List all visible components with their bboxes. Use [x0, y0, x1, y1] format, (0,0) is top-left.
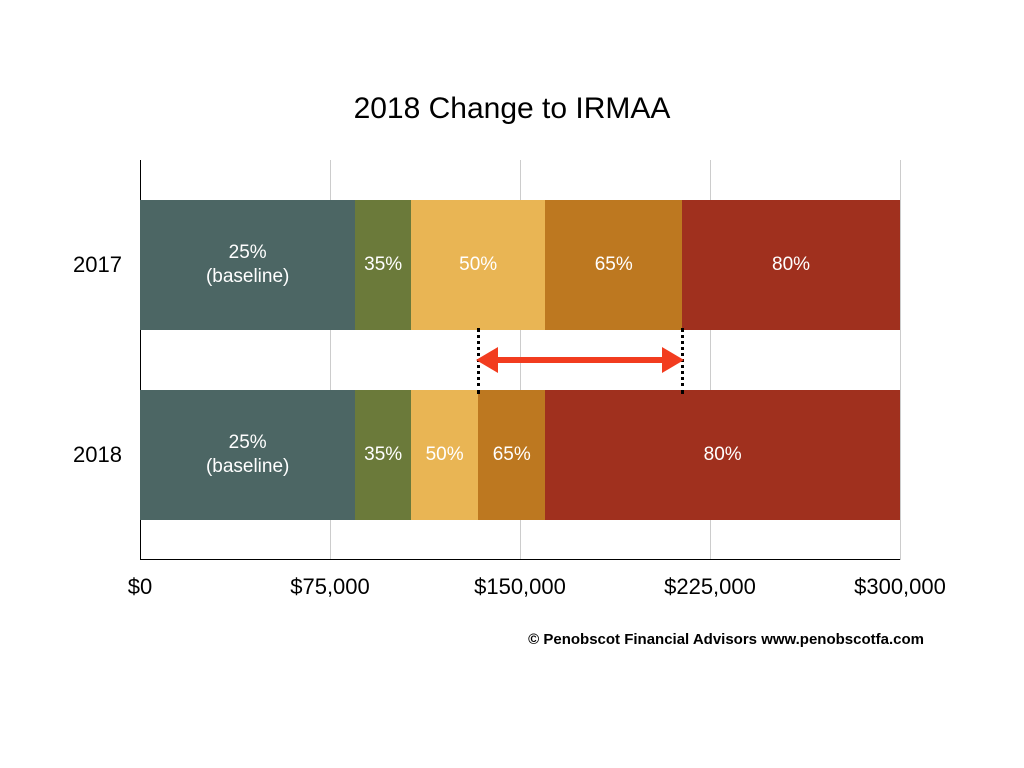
segment-label: 65%: [491, 443, 533, 467]
x-tick-label: $300,000: [854, 574, 946, 600]
y-axis-label: 2017: [73, 252, 140, 278]
bar-segment: 80%: [682, 200, 900, 330]
credit-line: © Penobscot Financial Advisors www.penob…: [528, 631, 924, 648]
segment-label: 80%: [770, 253, 812, 277]
segment-label: 25%(baseline): [204, 431, 291, 479]
bar-segment: 65%: [478, 390, 545, 520]
bar-segment: 65%: [545, 200, 682, 330]
x-tick-label: $0: [128, 574, 152, 600]
plot-area: 201725%(baseline)35%50%65%80%201825%(bas…: [140, 160, 900, 560]
x-tick-label: $225,000: [664, 574, 756, 600]
x-tick-label: $75,000: [290, 574, 370, 600]
segment-label: 50%: [424, 443, 466, 467]
bar-segment: 25%(baseline): [140, 390, 355, 520]
segment-label: 35%: [362, 253, 404, 277]
bar-segment: 50%: [411, 390, 478, 520]
bar-segment: 25%(baseline): [140, 200, 355, 330]
segment-label: 25%(baseline): [204, 241, 291, 289]
segment-label: 35%: [362, 443, 404, 467]
bar-segment: 35%: [355, 390, 411, 520]
gridline: [900, 160, 901, 560]
x-tick-label: $150,000: [474, 574, 566, 600]
bar-row: 201825%(baseline)35%50%65%80%: [140, 390, 900, 520]
segment-label: 65%: [593, 253, 635, 277]
y-axis-label: 2018: [73, 442, 140, 468]
chart-title: 2018 Change to IRMAA: [0, 92, 1024, 126]
segment-label: 50%: [457, 253, 499, 277]
x-axis-labels: $0$75,000$150,000$225,000$300,000: [140, 560, 900, 600]
bar-segment: 50%: [411, 200, 545, 330]
bar-row: 201725%(baseline)35%50%65%80%: [140, 200, 900, 330]
bar-segment: 80%: [545, 390, 900, 520]
segment-label: 80%: [702, 443, 744, 467]
bar-segment: 35%: [355, 200, 411, 330]
